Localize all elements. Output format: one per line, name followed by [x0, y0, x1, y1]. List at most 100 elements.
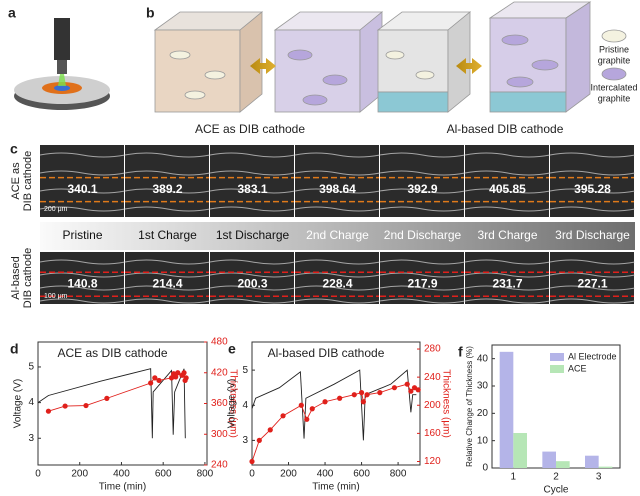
y2-tick-label: 420 [211, 367, 228, 378]
data-point [156, 377, 162, 384]
x-tick-label: 0 [249, 469, 255, 480]
data-point [404, 381, 410, 387]
micrograph-texture [124, 259, 211, 265]
micrograph-texture [464, 152, 551, 158]
data-point [358, 390, 365, 396]
data-point [173, 374, 179, 380]
y-tick-label: 20 [477, 408, 489, 419]
micrograph-texture [549, 206, 636, 212]
micrograph-texture [124, 188, 211, 194]
micrograph-texture [124, 272, 211, 278]
instrument-illustration [14, 18, 110, 110]
micrograph-texture [209, 259, 296, 265]
y-tick-label: 3 [242, 435, 248, 446]
stage-label: Pristine [62, 228, 102, 242]
micrograph-texture [294, 272, 381, 278]
micrograph-texture [124, 298, 211, 304]
bar [499, 351, 514, 468]
micrograph-texture [379, 272, 466, 278]
micrograph-texture [39, 259, 126, 265]
micrograph-texture [379, 170, 466, 176]
micrograph-texture [209, 285, 296, 291]
micrograph-texture [379, 259, 466, 265]
stage-label: 1st Discharge [216, 228, 290, 242]
scale-bar-label: 200 μm [44, 206, 68, 213]
panel-label: d [10, 341, 19, 357]
micrograph-texture [209, 272, 296, 278]
thickness-label: 340.1 [67, 182, 97, 196]
plot-frame [251, 341, 421, 466]
micrograph-texture [549, 170, 636, 176]
row-label-line: ACE as [10, 162, 22, 200]
x-tick-label: 600 [353, 469, 370, 480]
micrograph-texture [294, 298, 381, 304]
data-point [309, 406, 315, 412]
thickness-label: 217.9 [407, 276, 437, 290]
x-axis-label: Cycle [543, 485, 568, 496]
scale-bar-label: 100 μm [44, 293, 68, 300]
micrograph-texture [294, 285, 381, 291]
y2-axis-label: Thickness (μm) [440, 369, 451, 438]
micrograph-texture [39, 206, 126, 212]
micrograph-texture [294, 206, 381, 212]
micrograph-texture [124, 206, 211, 212]
micrograph-texture [379, 298, 466, 304]
micrograph-texture [124, 170, 211, 176]
data-point [168, 375, 175, 381]
data-point [83, 402, 89, 409]
x-tick-label: 2 [553, 472, 559, 483]
data-point [322, 399, 328, 405]
y-tick-label: 4 [242, 400, 248, 411]
y-axis-label: Voltage (V) [227, 379, 238, 428]
y-tick-label: 5 [242, 365, 248, 376]
y-tick-label: 3 [28, 433, 34, 444]
x-tick-label: 3 [596, 472, 602, 483]
micrograph-texture [379, 188, 466, 194]
thickness-label: 227.1 [577, 276, 607, 290]
series-line [251, 383, 419, 462]
thickness-label: 214.4 [152, 276, 182, 290]
thickness-label: 398.64 [319, 182, 356, 196]
micrograph-texture [209, 298, 296, 304]
stage-band [40, 222, 635, 250]
row-label-line: Al-based [10, 256, 22, 299]
y-tick-label: 4 [28, 397, 34, 408]
stage-label: 2nd Discharge [384, 228, 462, 242]
row-label-line: DIB cathode [22, 248, 34, 309]
panel-label: e [228, 341, 236, 357]
plot-frame [37, 341, 208, 466]
x-tick-label: 800 [197, 469, 214, 480]
micrograph-texture [39, 152, 126, 158]
micrograph-texture [294, 152, 381, 158]
data-point [148, 380, 154, 386]
micrograph-texture [549, 188, 636, 194]
legend-label: Al Electrode [568, 351, 617, 361]
stage-label: 2nd Charge [306, 228, 369, 242]
row-label-line: DIB cathode [22, 151, 34, 212]
y-tick-label: 0 [482, 463, 488, 474]
micrograph-texture [464, 206, 551, 212]
data-point [267, 427, 273, 433]
micrograph-texture [39, 285, 126, 291]
y2-tick-label: 200 [424, 400, 441, 411]
x-tick-label: 200 [280, 469, 297, 480]
column-header: Al-based DIB cathode [447, 122, 564, 136]
data-point [152, 375, 158, 381]
data-point [364, 392, 370, 398]
micrograph-texture [549, 298, 636, 304]
micrograph-texture [124, 285, 211, 291]
micrograph-texture [209, 170, 296, 176]
micrograph-texture [464, 170, 551, 176]
series-line [251, 369, 417, 441]
y-tick-label: 5 [28, 362, 34, 373]
x-tick-label: 400 [317, 469, 334, 480]
stage-label: 3rd Charge [477, 228, 537, 242]
thickness-label: 231.7 [492, 276, 522, 290]
data-point [351, 392, 357, 398]
x-axis-label: Time (min) [312, 482, 359, 493]
x-tick-label: 800 [390, 469, 407, 480]
micrograph-texture [549, 285, 636, 291]
micrograph-texture [549, 152, 636, 158]
bar [542, 451, 556, 468]
panel-label: f [458, 344, 463, 360]
